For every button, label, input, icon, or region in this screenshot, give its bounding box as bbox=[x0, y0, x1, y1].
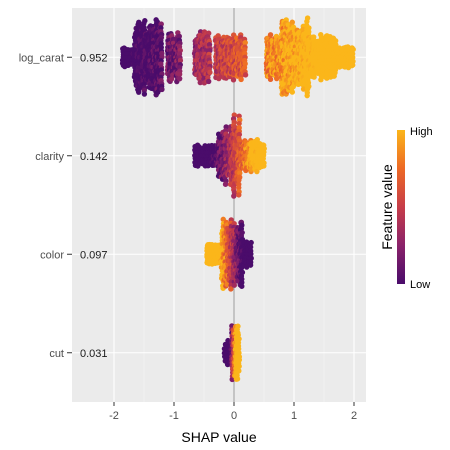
shap-point bbox=[248, 251, 254, 257]
shap-point bbox=[231, 282, 237, 288]
shap-point bbox=[222, 181, 229, 187]
shap-point bbox=[248, 255, 254, 261]
x-axis-title: SHAP value bbox=[181, 429, 256, 445]
shap-point bbox=[332, 38, 339, 44]
shap-point bbox=[349, 54, 356, 61]
shap-point bbox=[261, 163, 267, 169]
shap-point bbox=[289, 89, 296, 95]
color-legend: Feature value High Low bbox=[379, 126, 433, 291]
shap-point bbox=[135, 89, 142, 95]
shap-point bbox=[242, 72, 249, 78]
shap-point bbox=[239, 283, 245, 289]
importance-label: 0.031 bbox=[80, 348, 108, 360]
shap-point bbox=[241, 64, 248, 71]
shap-point bbox=[349, 62, 356, 68]
shap-point bbox=[241, 47, 248, 53]
importance-label: 0.097 bbox=[80, 249, 108, 261]
shap-point bbox=[236, 184, 242, 191]
shap-point bbox=[332, 70, 338, 76]
shap-point bbox=[306, 83, 312, 90]
shap-point bbox=[248, 239, 254, 246]
shap-point bbox=[141, 20, 147, 27]
feature-label: clarity bbox=[35, 151, 64, 163]
x-tick-label: -1 bbox=[169, 410, 179, 422]
feature-label: cut bbox=[49, 348, 64, 360]
shap-point bbox=[238, 76, 244, 83]
shap-point bbox=[231, 193, 237, 199]
shap-point bbox=[289, 19, 295, 25]
shap-point bbox=[236, 120, 242, 127]
y-axis: log_carat 0.952 clarity 0.142 color 0.097 cut 0… bbox=[19, 52, 108, 360]
shap-point bbox=[197, 79, 203, 86]
shap-point bbox=[267, 32, 274, 38]
shap-point bbox=[236, 177, 242, 183]
legend-colorbar bbox=[397, 130, 405, 284]
importance-label: 0.142 bbox=[80, 151, 108, 163]
shap-point bbox=[267, 76, 274, 83]
shap-point bbox=[158, 67, 165, 73]
shap-point bbox=[300, 86, 307, 92]
x-tick-label: -2 bbox=[109, 410, 119, 422]
shap-point bbox=[230, 77, 237, 83]
shap-point bbox=[228, 286, 234, 292]
shap-point bbox=[176, 71, 183, 77]
shap-point bbox=[242, 39, 248, 46]
shap-point bbox=[350, 46, 356, 53]
shap-point bbox=[304, 92, 310, 99]
shap-point bbox=[274, 75, 280, 82]
shap-point bbox=[311, 74, 317, 80]
legend-high-label: High bbox=[410, 126, 433, 138]
x-tick-label: 2 bbox=[351, 410, 357, 422]
shap-point bbox=[159, 86, 165, 93]
shap-point bbox=[158, 25, 164, 31]
legend-low-label: Low bbox=[410, 279, 430, 291]
shap-point bbox=[254, 168, 260, 175]
shap-point bbox=[306, 25, 312, 31]
shap-point bbox=[237, 170, 243, 176]
shap-point bbox=[235, 346, 242, 352]
importance-label: 0.952 bbox=[80, 52, 108, 64]
x-tick-label: 1 bbox=[291, 410, 297, 422]
shap-point bbox=[236, 131, 243, 138]
legend-title: Feature value bbox=[379, 164, 395, 250]
shap-point bbox=[176, 75, 183, 82]
shap-point bbox=[239, 279, 245, 286]
shap-point bbox=[205, 78, 212, 85]
shap-point bbox=[247, 244, 254, 250]
shap-point bbox=[141, 91, 148, 97]
data-points bbox=[119, 15, 356, 383]
x-tick-label: 0 bbox=[231, 410, 237, 422]
x-axis: -2 -1 0 1 2 bbox=[109, 402, 357, 422]
shap-point bbox=[247, 262, 254, 268]
shap-point bbox=[234, 376, 241, 382]
shap-point bbox=[260, 155, 266, 162]
shap-point bbox=[177, 57, 184, 64]
shap-point bbox=[236, 368, 242, 374]
feature-label: color bbox=[40, 249, 64, 261]
shap-point bbox=[236, 192, 242, 198]
shap-point bbox=[176, 33, 182, 39]
feature-label: log_carat bbox=[19, 52, 64, 64]
shap-point bbox=[207, 69, 213, 76]
shap-point bbox=[236, 363, 242, 369]
shap-point bbox=[254, 137, 260, 143]
